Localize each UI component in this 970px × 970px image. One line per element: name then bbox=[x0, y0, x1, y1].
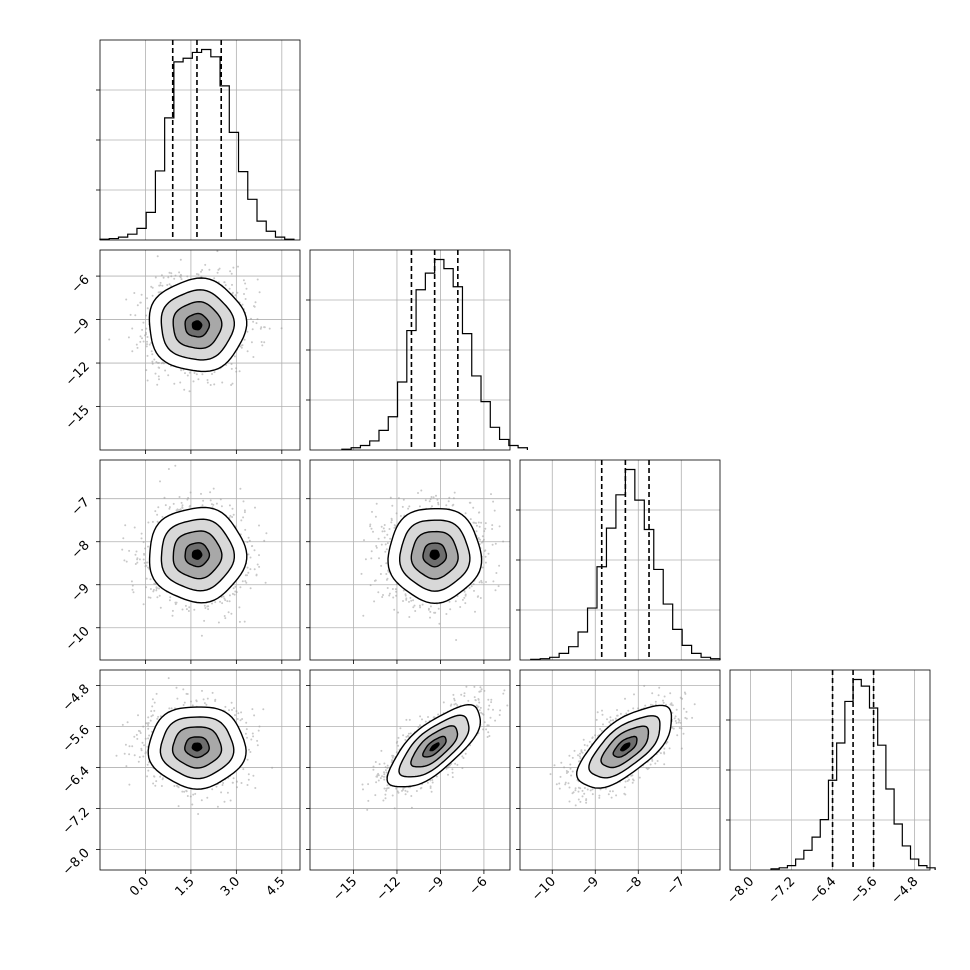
density-peak bbox=[191, 549, 203, 560]
scatter-panel-2-1 bbox=[306, 459, 511, 664]
contour-line bbox=[148, 506, 248, 604]
contour-line bbox=[159, 716, 235, 780]
contour-line bbox=[147, 706, 247, 790]
y-tick-label: −10 bbox=[63, 624, 93, 654]
contour-line bbox=[398, 714, 470, 778]
panel-frame bbox=[99, 249, 301, 451]
scatter-panel-3-2 bbox=[516, 669, 721, 874]
scatter-panel-2-0 bbox=[96, 459, 301, 664]
plot-root: 0.0 1.5 3.0 4.5 −15 −12 −9 −6 −10 −9 −8 −7 −8.0 −7.2−… bbox=[60, 39, 936, 907]
y-tick-label: −6.4 bbox=[60, 764, 93, 797]
panel-frame bbox=[309, 669, 511, 871]
histogram-panel-1 bbox=[306, 249, 528, 451]
x-tick-label: −7 bbox=[664, 874, 688, 898]
x-tick-label: −9 bbox=[578, 874, 602, 898]
y-tick-label: −15 bbox=[63, 403, 93, 433]
contour-line bbox=[422, 542, 448, 568]
contour-line bbox=[160, 518, 235, 592]
contour-line bbox=[422, 735, 447, 758]
scatter-panel-1-0 bbox=[96, 249, 301, 454]
contour-line bbox=[160, 289, 235, 361]
contour-line bbox=[399, 519, 471, 592]
panel-frame bbox=[99, 669, 301, 871]
contour-line bbox=[184, 542, 211, 568]
x-tick-label: −6.4 bbox=[806, 874, 839, 907]
density-peak bbox=[620, 742, 631, 752]
y-tick-label: −5.6 bbox=[60, 723, 93, 756]
contour-line bbox=[172, 530, 223, 580]
x-tick-label: 4.5 bbox=[263, 874, 288, 899]
x-tick-label: −9 bbox=[423, 874, 447, 898]
y-tick-label: −9 bbox=[69, 581, 93, 605]
y-tick-label: −7 bbox=[69, 495, 93, 519]
x-tick-label: −8.0 bbox=[724, 874, 757, 907]
contour-line bbox=[410, 725, 459, 768]
y-tick-label: −7.2 bbox=[60, 805, 93, 838]
contour-line bbox=[410, 530, 459, 580]
y-tick-label: −8.0 bbox=[60, 846, 93, 879]
histogram-panel-0 bbox=[96, 39, 301, 241]
x-tick-label: 0.0 bbox=[127, 874, 152, 899]
contour-line bbox=[387, 508, 483, 605]
scatter-panel-3-0 bbox=[96, 669, 301, 874]
x-tick-label: −8 bbox=[621, 874, 645, 898]
panel-frame bbox=[99, 459, 301, 661]
y-tick-label: −4.8 bbox=[60, 682, 93, 715]
density-peak bbox=[191, 742, 203, 752]
y-tick-label: −12 bbox=[63, 359, 93, 389]
panel-frame bbox=[309, 459, 511, 661]
histogram-outline bbox=[530, 468, 721, 660]
contour-line bbox=[171, 726, 223, 769]
x-tick-label: −15 bbox=[330, 874, 360, 904]
x-tick-label: −12 bbox=[374, 874, 404, 904]
density-peak bbox=[191, 320, 203, 331]
contour-line bbox=[184, 312, 211, 338]
density-peak bbox=[429, 549, 440, 560]
y-tick-label: −6 bbox=[69, 272, 93, 296]
panel-frame bbox=[519, 669, 721, 871]
contour-line bbox=[588, 715, 661, 779]
y-tick-label: −9 bbox=[69, 316, 93, 340]
contour-line bbox=[172, 300, 223, 350]
x-tick-label: −6 bbox=[467, 874, 491, 898]
density-peak bbox=[429, 742, 440, 752]
x-tick-label: −10 bbox=[529, 874, 559, 904]
contour-line bbox=[575, 704, 673, 789]
histogram-panel-3 bbox=[726, 669, 936, 871]
contour-line bbox=[184, 736, 210, 759]
histogram-panel-2 bbox=[516, 459, 721, 661]
scatter-panel-3-1 bbox=[306, 669, 511, 874]
x-tick-label: 1.5 bbox=[173, 874, 198, 899]
y-tick-label: −8 bbox=[69, 538, 93, 562]
contour-line bbox=[600, 725, 650, 769]
x-tick-label: −4.8 bbox=[889, 874, 922, 907]
contour-line bbox=[148, 277, 248, 373]
x-tick-label: 3.0 bbox=[218, 874, 243, 899]
x-tick-label: −5.6 bbox=[847, 874, 880, 907]
x-tick-label: −7.2 bbox=[765, 874, 798, 907]
contour-line bbox=[386, 703, 481, 788]
contour-line bbox=[612, 735, 638, 758]
